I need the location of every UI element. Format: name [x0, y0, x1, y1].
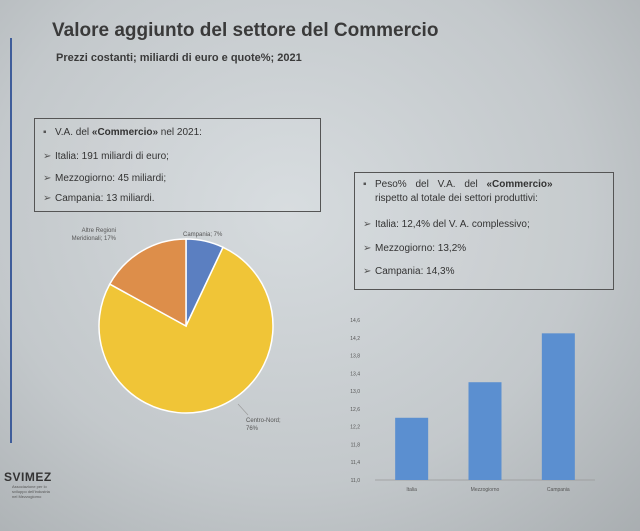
bar-italia: [395, 417, 429, 480]
y-tick-label: 13,8: [350, 354, 360, 360]
y-tick-label: 11,4: [351, 460, 361, 466]
va-info-box: ▪ V.A. del «Commercio» nel 2021: ➢ Italia:…: [34, 118, 321, 212]
y-tick-label: 12,6: [350, 407, 360, 413]
slide-title: Valore aggiunto del settore del Commerci…: [52, 20, 439, 41]
y-tick-label: 13,4: [350, 371, 360, 377]
x-tick-label-italia: Italia: [406, 487, 417, 493]
arrow-bullet-icon: ➢: [363, 266, 372, 277]
bar-mezzogiorno: [468, 382, 502, 480]
share-heading: ▪ Peso% del V.A. del «Commercio»: [363, 179, 553, 190]
va-heading: ▪ V.A. del «Commercio» nel 2021:: [43, 127, 202, 138]
share-item-mezzogiorno: ➢ Mezzogiorno: 13,2%: [363, 243, 467, 254]
y-tick-label: 14,6: [350, 318, 360, 324]
share-item-italia: ➢ Italia: 12,4% del V. A. complessivo;: [363, 219, 530, 230]
pie-label-altre-regioni-meridionali: Altre Regioni Meridionali; 17%: [72, 228, 117, 242]
y-tick-label: 12,2: [350, 425, 360, 431]
y-tick-label: 14,2: [350, 336, 360, 342]
x-tick-label-mezzogiorno: Mezzogiorno: [471, 487, 500, 493]
pie-label-campania: Campania; 7%: [183, 232, 223, 238]
arrow-bullet-icon: ➢: [43, 193, 52, 204]
x-tick-label-campania: Campania: [547, 487, 570, 493]
square-bullet-icon: ▪: [363, 179, 367, 190]
bar-campania: [541, 333, 575, 480]
va-item-campania: ➢ Campania: 13 miliardi.: [43, 193, 155, 204]
slide-subtitle: Prezzi costanti; miliardi di euro e quot…: [56, 52, 302, 64]
logo-name: SVIMEZ: [4, 470, 52, 484]
va-item-italia: ➢ Italia: 191 miliardi di euro;: [43, 151, 169, 162]
pie-leader-line: [237, 403, 249, 416]
arrow-bullet-icon: ➢: [43, 173, 52, 184]
logo-tagline: Associazione per lo sviluppo dell'indust…: [12, 484, 50, 499]
svimez-logo: SVIMEZ Associazione per lo sviluppo dell…: [4, 470, 52, 499]
share-info-box: ▪ Peso% del V.A. del «Commercio» rispetto…: [354, 172, 614, 290]
share-item-campania: ➢ Campania: 14,3%: [363, 266, 455, 277]
left-accent-bar: [10, 38, 12, 443]
square-bullet-icon: ▪: [43, 127, 47, 138]
y-tick-label: 13,0: [350, 389, 360, 395]
y-tick-label: 11,0: [351, 478, 361, 484]
va-item-mezzogiorno: ➢ Mezzogiorno: 45 miliardi;: [43, 173, 167, 184]
pie-slice-altre-regioni-meridionali: [108, 238, 187, 328]
y-tick-label: 11,8: [351, 442, 361, 448]
pie-slice-centro-nord: [98, 246, 274, 414]
pie-label-centro-nord: Centro-Nord; 76%: [246, 418, 281, 432]
arrow-bullet-icon: ➢: [43, 151, 52, 162]
arrow-bullet-icon: ➢: [363, 219, 372, 230]
arrow-bullet-icon: ➢: [363, 243, 372, 254]
share-heading-line2: rispetto al totale dei settori produttiv…: [375, 193, 538, 204]
